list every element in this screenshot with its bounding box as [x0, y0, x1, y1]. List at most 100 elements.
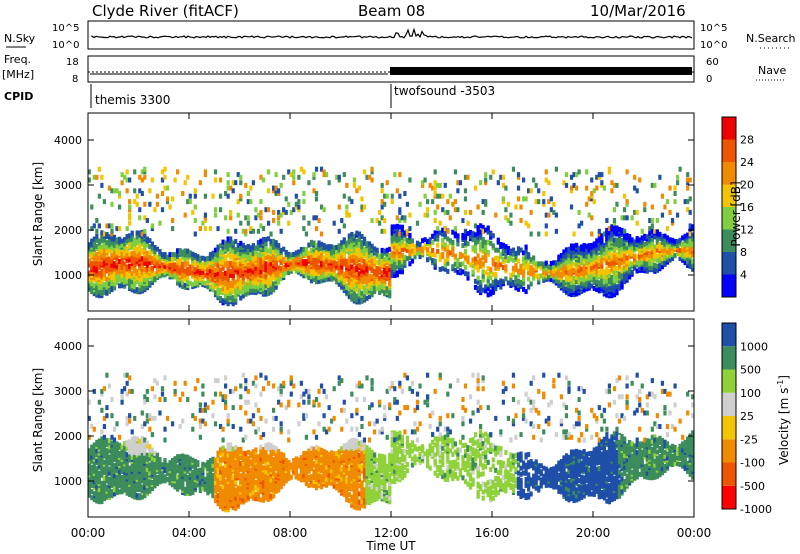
range-cell — [128, 207, 132, 213]
range-cell — [173, 252, 177, 258]
range-cell — [383, 228, 387, 234]
range-cell — [564, 182, 569, 188]
range-cell — [261, 267, 266, 273]
range-cell — [370, 177, 374, 183]
range-cell — [120, 388, 124, 394]
range-cell — [102, 199, 107, 205]
range-cell — [403, 230, 407, 236]
range-cell — [117, 283, 122, 289]
range-cell — [292, 169, 296, 175]
range-cell — [125, 169, 129, 175]
range-cell — [120, 394, 124, 400]
range-cell — [165, 266, 170, 272]
range-cell — [170, 196, 175, 202]
range-cell — [203, 256, 208, 262]
range-cell — [120, 262, 124, 268]
range-cell — [413, 254, 417, 260]
range-cell — [345, 240, 349, 246]
range-cell — [484, 199, 488, 205]
range-cell — [686, 172, 690, 178]
range-cell — [244, 215, 248, 221]
range-cell — [330, 250, 334, 256]
range-cell — [577, 209, 581, 215]
range-cell — [307, 264, 311, 270]
range-cell — [463, 271, 468, 277]
colorbar-segment — [722, 207, 736, 230]
range-cell — [193, 279, 197, 285]
range-cell — [226, 185, 230, 191]
range-cell — [130, 466, 134, 472]
range-cell — [135, 193, 139, 199]
range-cell — [506, 280, 511, 286]
range-cell — [595, 272, 599, 278]
range-cell — [408, 177, 412, 183]
range-cell — [418, 250, 422, 256]
range-cell — [266, 280, 271, 286]
range-cell — [244, 245, 248, 251]
range-cell — [587, 196, 591, 202]
range-cell — [431, 247, 435, 253]
range-cell — [100, 436, 104, 442]
range-cell — [438, 182, 442, 188]
range-cell — [181, 283, 185, 289]
range-cell — [198, 424, 202, 429]
range-cell — [188, 193, 192, 199]
range-cell — [135, 201, 139, 207]
range-cell — [650, 218, 654, 223]
range-cell — [463, 232, 468, 238]
range-cell — [229, 246, 233, 252]
range-cell — [196, 482, 200, 488]
range-cell — [87, 434, 91, 440]
range-cell — [365, 241, 369, 247]
range-cell — [335, 261, 339, 267]
range-cell — [347, 259, 351, 265]
range-cell — [297, 249, 301, 255]
range-cell — [516, 286, 521, 292]
range-cell — [148, 201, 152, 207]
range-cell — [473, 260, 478, 266]
range-cell — [446, 268, 450, 274]
range-cell — [466, 259, 470, 265]
range-cell — [479, 180, 483, 186]
range-cell — [249, 271, 253, 277]
range-cell — [319, 204, 324, 210]
range-cell — [110, 188, 114, 194]
range-cell — [294, 268, 298, 274]
range-cell — [120, 448, 124, 454]
range-cell — [607, 240, 612, 246]
range-cell — [473, 240, 478, 246]
range-cell — [410, 242, 415, 248]
range-cell — [87, 177, 91, 183]
range-cell — [284, 256, 288, 262]
range-cell — [491, 233, 495, 239]
range-cell — [314, 242, 319, 248]
range-cell — [660, 233, 665, 239]
range-cell — [426, 212, 430, 218]
range-cell — [120, 444, 124, 450]
range-cell — [390, 250, 394, 256]
range-cell — [165, 476, 170, 482]
range-cell — [244, 287, 248, 293]
range-cell — [337, 243, 341, 249]
range-cell — [516, 196, 521, 202]
range-cell — [110, 440, 114, 446]
range-cell — [191, 251, 195, 257]
velocity-cells — [87, 372, 695, 513]
range-cell — [519, 247, 523, 253]
range-cell — [372, 284, 377, 290]
range-cell — [125, 252, 129, 258]
range-cell — [168, 272, 172, 278]
range-cell — [138, 485, 142, 491]
range-cell — [592, 199, 596, 205]
range-cell — [123, 465, 127, 471]
range-cell — [150, 241, 154, 247]
nsearch-tick-top: 10^5 — [700, 23, 727, 34]
range-cell — [405, 228, 410, 234]
range-cell — [615, 284, 619, 290]
range-cell — [360, 256, 364, 262]
range-cell — [547, 212, 551, 218]
range-cell — [559, 253, 564, 259]
range-cell — [312, 262, 316, 268]
range-cell — [489, 174, 493, 180]
